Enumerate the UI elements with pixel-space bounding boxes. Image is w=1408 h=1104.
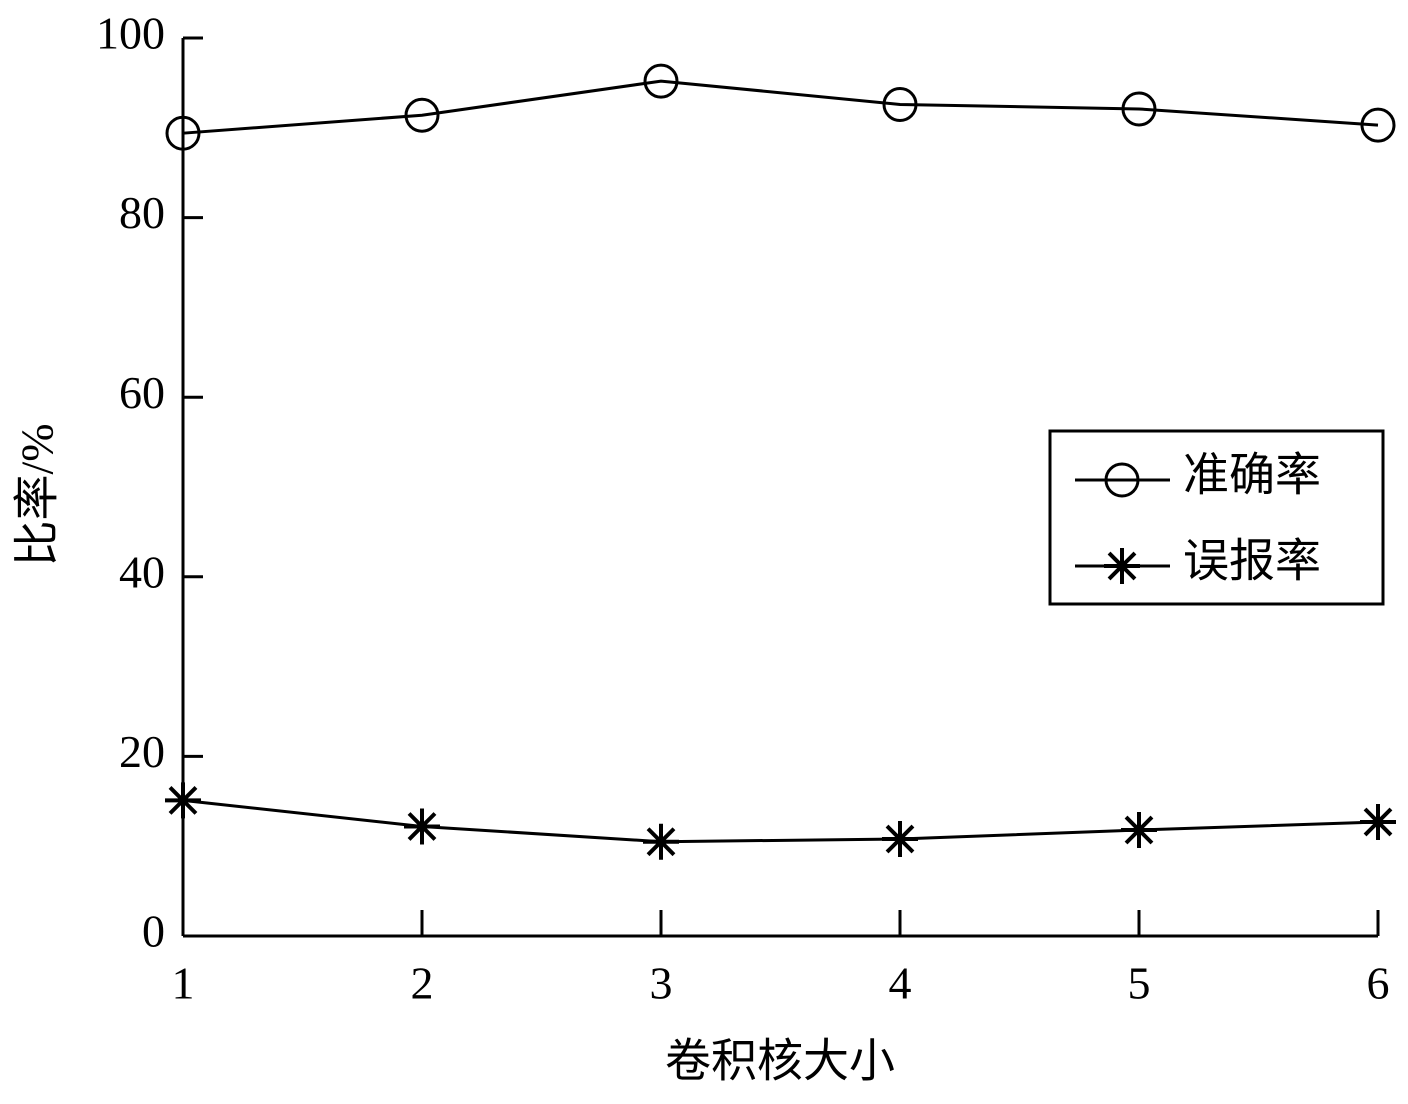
- marker: [1360, 803, 1396, 840]
- y-tick-label: 100: [96, 8, 165, 59]
- legend-label: 准确率: [1183, 450, 1321, 501]
- marker: [882, 86, 918, 122]
- marker: [1360, 107, 1396, 143]
- marker: [165, 115, 201, 151]
- marker: [1104, 462, 1140, 498]
- y-tick-label: 80: [119, 187, 165, 238]
- x-tick-label: 5: [1128, 958, 1151, 1009]
- legend-label: 误报率: [1183, 536, 1321, 587]
- marker: [1104, 548, 1140, 584]
- line: [182, 798, 1379, 844]
- x-tick-label: 6: [1367, 958, 1390, 1009]
- y-tick-label: 40: [119, 546, 165, 597]
- legend-box: [1048, 429, 1385, 606]
- marker: [404, 97, 440, 133]
- marker: [165, 782, 201, 819]
- x-axis-label: 卷积核大小: [665, 1036, 895, 1087]
- y-tick-label: 0: [142, 906, 165, 957]
- marker: [643, 63, 679, 99]
- x-tick-label: 3: [650, 958, 673, 1009]
- x-tick-label: 2: [411, 958, 434, 1009]
- marker: [1121, 812, 1157, 849]
- x-tick-label: 4: [889, 958, 912, 1009]
- marker: [643, 823, 679, 860]
- marker: [1121, 91, 1157, 127]
- y-tick-label: 60: [119, 367, 165, 418]
- marker: [882, 821, 918, 858]
- x-tick-label: 1: [172, 958, 195, 1009]
- y-tick-label: 20: [119, 726, 165, 777]
- marker: [404, 808, 440, 845]
- y-axis-label: 比率/%: [12, 423, 63, 566]
- line: [182, 79, 1379, 135]
